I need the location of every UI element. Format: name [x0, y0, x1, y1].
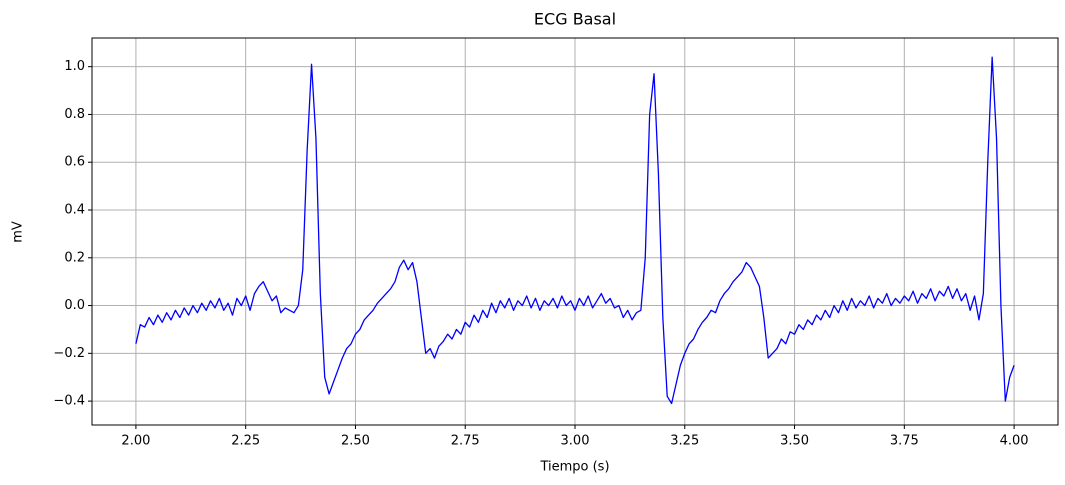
x-tick-label: 3.25 [670, 434, 699, 449]
plot-frame [91, 37, 1059, 426]
x-tick-label: 3.75 [890, 434, 919, 449]
y-tick-label: −0.4 [53, 394, 85, 409]
y-tick-label: 0.8 [64, 107, 85, 122]
x-tick-label: 2.00 [121, 434, 150, 449]
y-tick-label: 0.2 [64, 250, 85, 265]
x-tick-label: 4.00 [1000, 434, 1029, 449]
chart-title: ECG Basal [534, 10, 616, 29]
y-tick-label: 0.6 [64, 155, 85, 170]
x-tick-label: 2.25 [231, 434, 260, 449]
ecg-line [135, 56, 1015, 405]
x-axis-label: Tiempo (s) [539, 460, 609, 475]
y-tick-label: 0.4 [64, 203, 85, 218]
y-tick-label: 0.0 [64, 298, 85, 313]
y-tick-label: 1.0 [64, 59, 85, 74]
y-axis-label: mV [11, 221, 26, 243]
x-tick-label: 2.75 [451, 434, 480, 449]
y-tick-label: −0.2 [53, 346, 85, 361]
x-tick-label: 2.50 [341, 434, 370, 449]
x-tick-label: 3.00 [561, 434, 590, 449]
x-tick-label: 3.50 [780, 434, 809, 449]
